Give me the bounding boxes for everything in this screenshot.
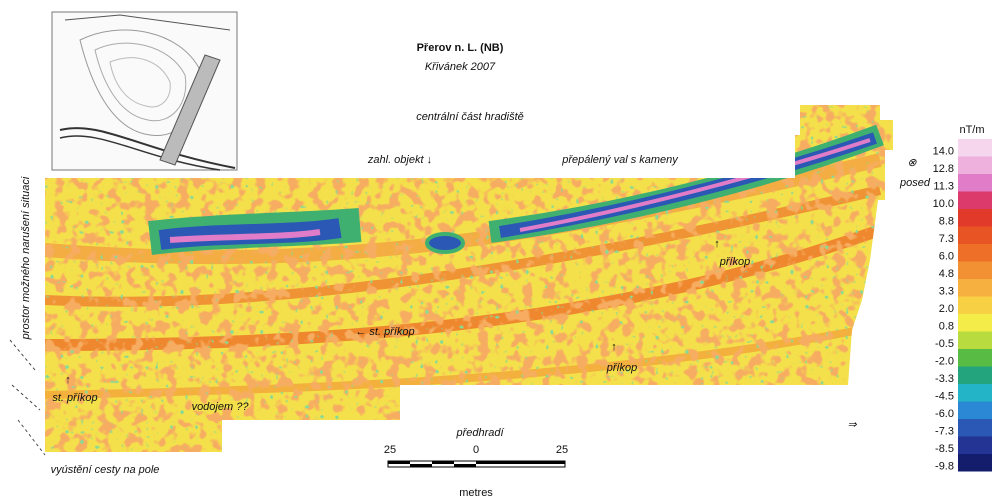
legend-swatch: [958, 384, 992, 402]
legend-unit: nT/m: [959, 124, 984, 136]
legend-label: 6.0: [939, 251, 954, 263]
annotation: ← st. příkop: [355, 326, 414, 338]
legend-swatch: [958, 139, 992, 157]
legend-swatch: [958, 157, 992, 175]
annotation: přepálený val s kameny: [561, 154, 679, 166]
annotation: ⊗: [907, 157, 917, 169]
title: Přerov n. L. (NB): [417, 42, 504, 54]
legend-label: -9.8: [935, 461, 954, 473]
legend-swatch: [958, 174, 992, 192]
scale-unit: metres: [459, 487, 493, 499]
legend-label: -6.0: [935, 408, 954, 420]
legend-label: -0.5: [935, 338, 954, 350]
legend-swatch: [958, 349, 992, 367]
legend-label: -8.5: [935, 443, 954, 455]
legend-label: -7.3: [935, 426, 954, 438]
legend-swatch: [958, 209, 992, 227]
legend-swatch: [958, 437, 992, 455]
page: Přerov n. L. (NB) Křivánek 2007 centrální …: [0, 0, 998, 503]
legend-swatch: [958, 227, 992, 245]
dashed-boundary: [10, 340, 45, 455]
annotation: příkop: [719, 256, 751, 268]
legend-label: 2.0: [939, 303, 954, 315]
annotation: předhradí: [455, 427, 504, 439]
legend-label: 0.8: [939, 321, 954, 333]
legend-swatch: [958, 367, 992, 385]
annotation: posed: [899, 177, 931, 189]
annotation: centrální část hradiště: [416, 111, 524, 123]
legend-swatch: [958, 419, 992, 437]
legend-label: 4.8: [939, 268, 954, 280]
scale-label: 25: [384, 444, 396, 456]
legend-swatch: [958, 262, 992, 280]
legend-label: -2.0: [935, 356, 954, 368]
legend-label: 7.3: [939, 233, 954, 245]
annotation: ↑: [714, 238, 720, 250]
legend-label: 14.0: [933, 146, 954, 158]
legend-label: 11.3: [933, 181, 954, 193]
inset-map: [52, 12, 237, 170]
annotation: ↑: [65, 374, 71, 386]
annotation: ↑: [611, 341, 617, 353]
annotation: st. příkop: [52, 392, 97, 404]
legend-swatch: [958, 297, 992, 315]
annotation: vodojem ??: [192, 401, 250, 413]
legend-swatch: [958, 332, 992, 350]
annotation: příkop: [606, 362, 638, 374]
legend-label: -4.5: [935, 391, 954, 403]
scale-bar: [388, 461, 565, 467]
legend-label: 3.3: [939, 286, 954, 298]
scale-label: 25: [556, 444, 568, 456]
annotation: ⇒: [847, 419, 857, 431]
legend-label: -3.3: [935, 373, 954, 385]
legend-swatch: [958, 454, 992, 472]
legend-label: 10.0: [933, 198, 954, 210]
legend-label: 12.8: [933, 163, 954, 175]
legend-swatch: [958, 244, 992, 262]
annotation: vyústění cesty na pole: [51, 464, 160, 476]
legend-swatch: [958, 402, 992, 420]
subtitle: Křivánek 2007: [425, 61, 496, 73]
annotation: zahl. objekt ↓: [367, 154, 432, 166]
annotation: prostor možného narušení situaci: [20, 176, 32, 340]
legend-swatch: [958, 192, 992, 210]
legend-swatch: [958, 314, 992, 332]
legend-swatch: [958, 279, 992, 297]
scale-label: 0: [473, 444, 479, 456]
legend-label: 8.8: [939, 216, 954, 228]
